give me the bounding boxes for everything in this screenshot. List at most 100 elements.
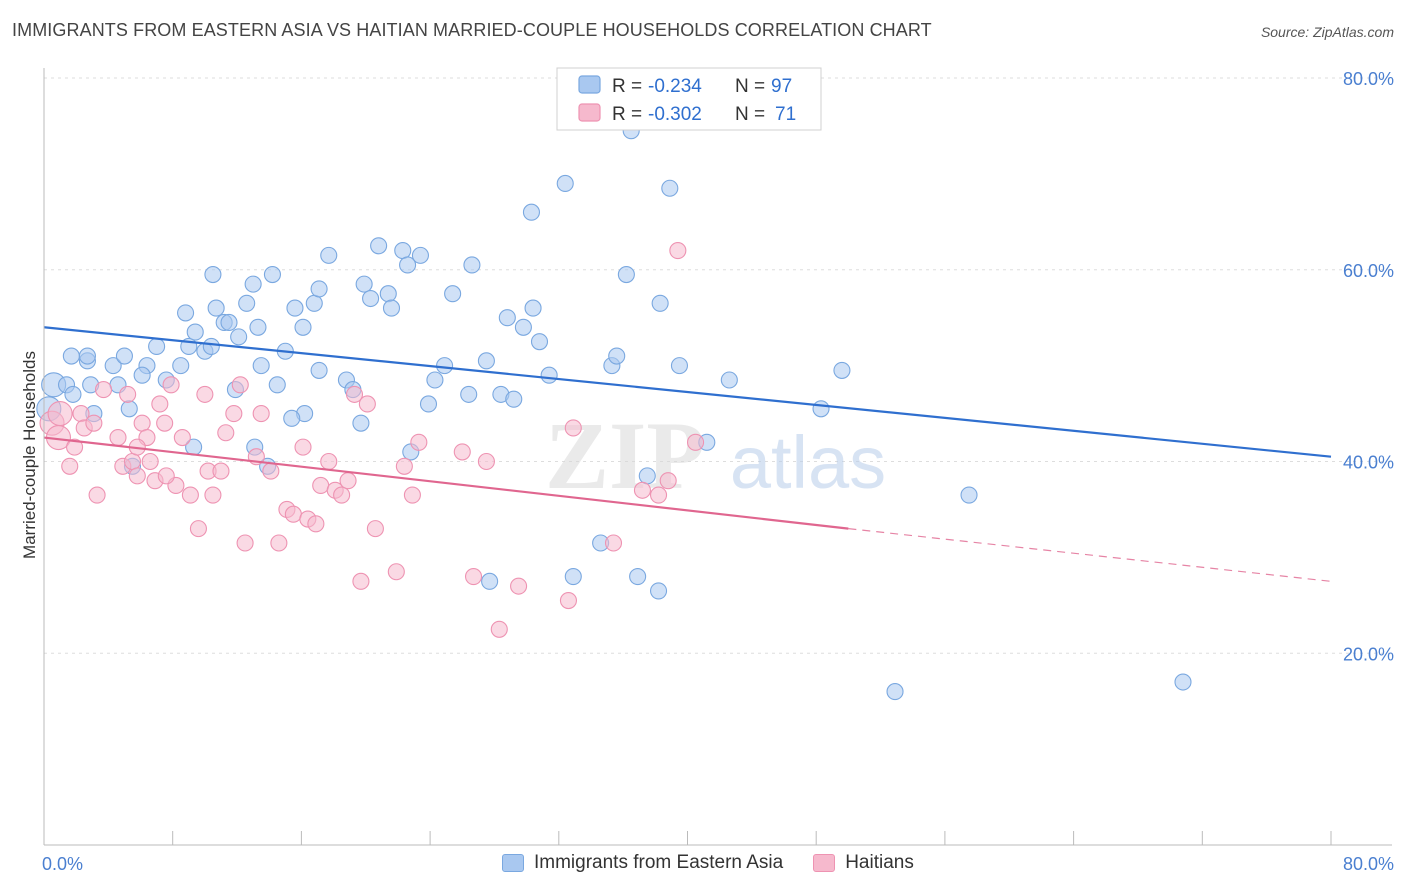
legend-r-value: -0.234 [648, 76, 702, 97]
point-haitian [225, 405, 243, 423]
point-eastern-asia [352, 414, 370, 432]
point-eastern-asia [540, 366, 558, 384]
point-eastern-asia [505, 390, 523, 408]
point-eastern-asia [177, 304, 195, 322]
point-eastern-asia [530, 333, 549, 351]
point-haitian [157, 467, 175, 485]
gridlines [44, 77, 1392, 654]
stats-legend: R = -0.234 N = 97 R = -0.302 N = 71 [556, 67, 822, 131]
point-haitian [262, 462, 280, 480]
point-eastern-asia [62, 347, 80, 365]
point-eastern-asia [202, 337, 220, 356]
point-eastern-asia [310, 361, 328, 379]
point-eastern-asia [249, 318, 267, 336]
point-eastern-asia [608, 347, 626, 365]
point-eastern-asia [268, 376, 286, 394]
point-eastern-asia [382, 299, 401, 317]
point-eastern-asia [436, 357, 454, 375]
point-haitian [236, 534, 254, 552]
point-haitian [66, 438, 84, 456]
point-haitian [339, 472, 357, 490]
point-haitian [252, 405, 270, 423]
y-tick-label: 40.0% [1343, 453, 1394, 473]
point-eastern-asia [498, 309, 516, 327]
legend-r-value: -0.302 [648, 104, 702, 125]
point-haitian [128, 467, 146, 485]
legend-swatch-pink [578, 103, 601, 122]
point-haitian [633, 481, 652, 499]
trend-line-haitians-extension [848, 528, 1332, 582]
point-eastern-asia [238, 294, 256, 312]
point-haitian [141, 452, 159, 471]
point-eastern-asia [230, 328, 248, 346]
point-eastern-asia [320, 246, 338, 264]
point-eastern-asia [172, 357, 190, 375]
point-haitian [464, 567, 483, 586]
point-haitian [133, 414, 151, 432]
axes: 20.0% 40.0% 60.0% 80.0% 0.0% 80.0% [42, 68, 1394, 874]
point-eastern-asia [133, 366, 151, 384]
point-haitian [173, 428, 191, 447]
point-haitian [47, 401, 73, 427]
point-haitian [659, 472, 677, 490]
legend-n-label: N = [735, 76, 765, 97]
point-eastern-asia [286, 299, 304, 317]
trend-line-haitians [43, 436, 849, 530]
point-eastern-asia [370, 237, 388, 255]
series-legend: Immigrants from Eastern Asia Haitians [502, 852, 944, 874]
legend-item-eastern-asia: Immigrants from Eastern Asia [502, 852, 783, 874]
point-haitian [307, 515, 325, 533]
point-eastern-asia [148, 337, 166, 356]
point-eastern-asia [833, 361, 851, 379]
legend-label: Haitians [845, 852, 914, 873]
legend-n-value: 97 [771, 76, 792, 97]
point-eastern-asia [629, 567, 647, 586]
point-haitian [217, 424, 235, 442]
point-eastern-asia [305, 294, 323, 312]
point-eastern-asia [399, 256, 417, 274]
trend-lines [43, 326, 1332, 582]
legend-n-label: N = [735, 104, 765, 125]
point-eastern-asia [1174, 673, 1192, 691]
point-haitian [320, 452, 338, 471]
point-eastern-asia [556, 174, 574, 193]
point-eastern-asia [78, 347, 96, 365]
chart-title: IMMIGRANTS FROM EASTERN ASIA VS HAITIAN … [12, 20, 932, 40]
point-haitian [85, 414, 103, 432]
watermark-atlas: atlas [730, 421, 886, 504]
point-eastern-asia [720, 371, 738, 389]
point-haitian [61, 457, 79, 475]
point-haitian [564, 419, 582, 437]
point-eastern-asia [886, 683, 904, 701]
point-haitian [109, 428, 127, 447]
point-haitian [231, 376, 249, 394]
point-haitian [162, 376, 180, 394]
point-haitian [345, 385, 364, 403]
point-eastern-asia [104, 357, 122, 375]
point-eastern-asia [283, 409, 301, 427]
point-eastern-asia [481, 572, 499, 590]
legend-r-label: R = [612, 104, 642, 125]
point-haitian [358, 395, 376, 413]
point-haitian [403, 486, 421, 504]
point-haitian [669, 242, 687, 260]
point-eastern-asia [477, 352, 495, 370]
point-eastern-asia [115, 347, 133, 365]
legend-label: Immigrants from Eastern Asia [534, 852, 784, 873]
point-eastern-asia [524, 299, 542, 317]
point-haitian [204, 486, 222, 504]
trend-line-eastern-asia [43, 326, 1332, 458]
point-eastern-asia [463, 256, 481, 274]
point-haitian [88, 486, 106, 504]
point-eastern-asia [514, 318, 532, 336]
point-eastern-asia [220, 313, 238, 332]
point-eastern-asia [651, 294, 669, 312]
point-haitian [123, 452, 142, 471]
point-eastern-asia [444, 285, 462, 303]
point-haitian [181, 486, 199, 504]
point-eastern-asia [207, 299, 225, 317]
point-haitian [604, 534, 623, 552]
legend-swatch-blue [578, 75, 601, 94]
point-haitian [189, 520, 207, 538]
